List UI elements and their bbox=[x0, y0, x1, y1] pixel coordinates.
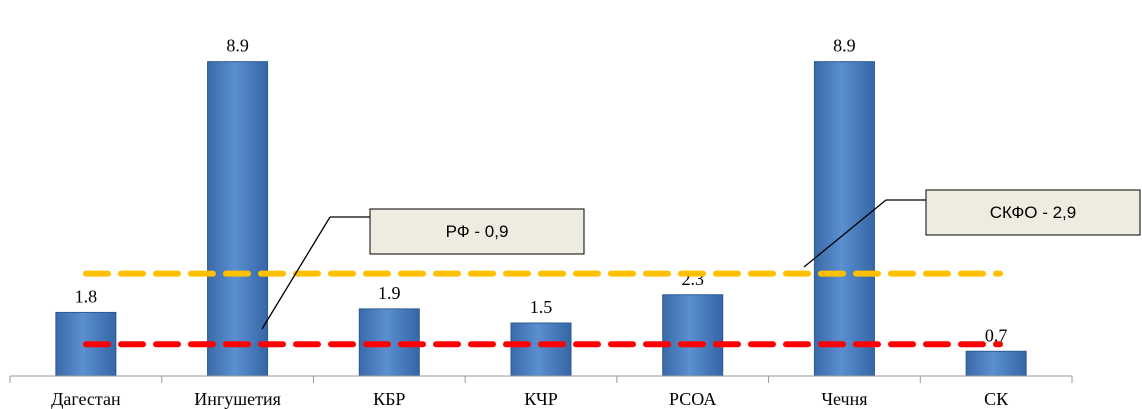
category-label: Дагестан bbox=[51, 389, 121, 409]
category-label: Чечня bbox=[821, 389, 867, 409]
x-axis-ticks bbox=[9, 376, 1073, 383]
callout-label-skfo: СКФО - 2,9 bbox=[990, 203, 1077, 222]
category-label: КБР bbox=[373, 389, 405, 409]
callout-leader-skfo bbox=[803, 199, 887, 268]
data-label: 1.8 bbox=[75, 286, 98, 306]
bar bbox=[965, 350, 1027, 377]
data-label: 1.5 bbox=[530, 297, 553, 317]
callout-box-skfo bbox=[925, 189, 1141, 236]
callout-leader-rf bbox=[261, 216, 331, 330]
category-label: КЧР bbox=[524, 389, 557, 409]
category-label: СК bbox=[984, 389, 1009, 409]
category-labels-group: Дагестан Ингушетия КБР КЧР РСОА Чечня СК bbox=[51, 389, 1009, 409]
bar bbox=[207, 61, 269, 377]
reference-lines-group bbox=[83, 270, 1003, 348]
callout-label-rf: РФ - 0,9 bbox=[446, 222, 509, 241]
bar bbox=[662, 294, 724, 377]
category-label: РСОА bbox=[669, 389, 716, 409]
bar bbox=[813, 61, 875, 377]
data-label: 8.9 bbox=[226, 36, 249, 56]
bar bbox=[510, 322, 572, 377]
data-label: 8.9 bbox=[833, 36, 856, 56]
callout-box-rf bbox=[369, 208, 585, 255]
category-label: Ингушетия bbox=[194, 389, 281, 409]
data-label: 1.9 bbox=[378, 283, 401, 303]
data-label: 0.7 bbox=[985, 325, 1008, 345]
